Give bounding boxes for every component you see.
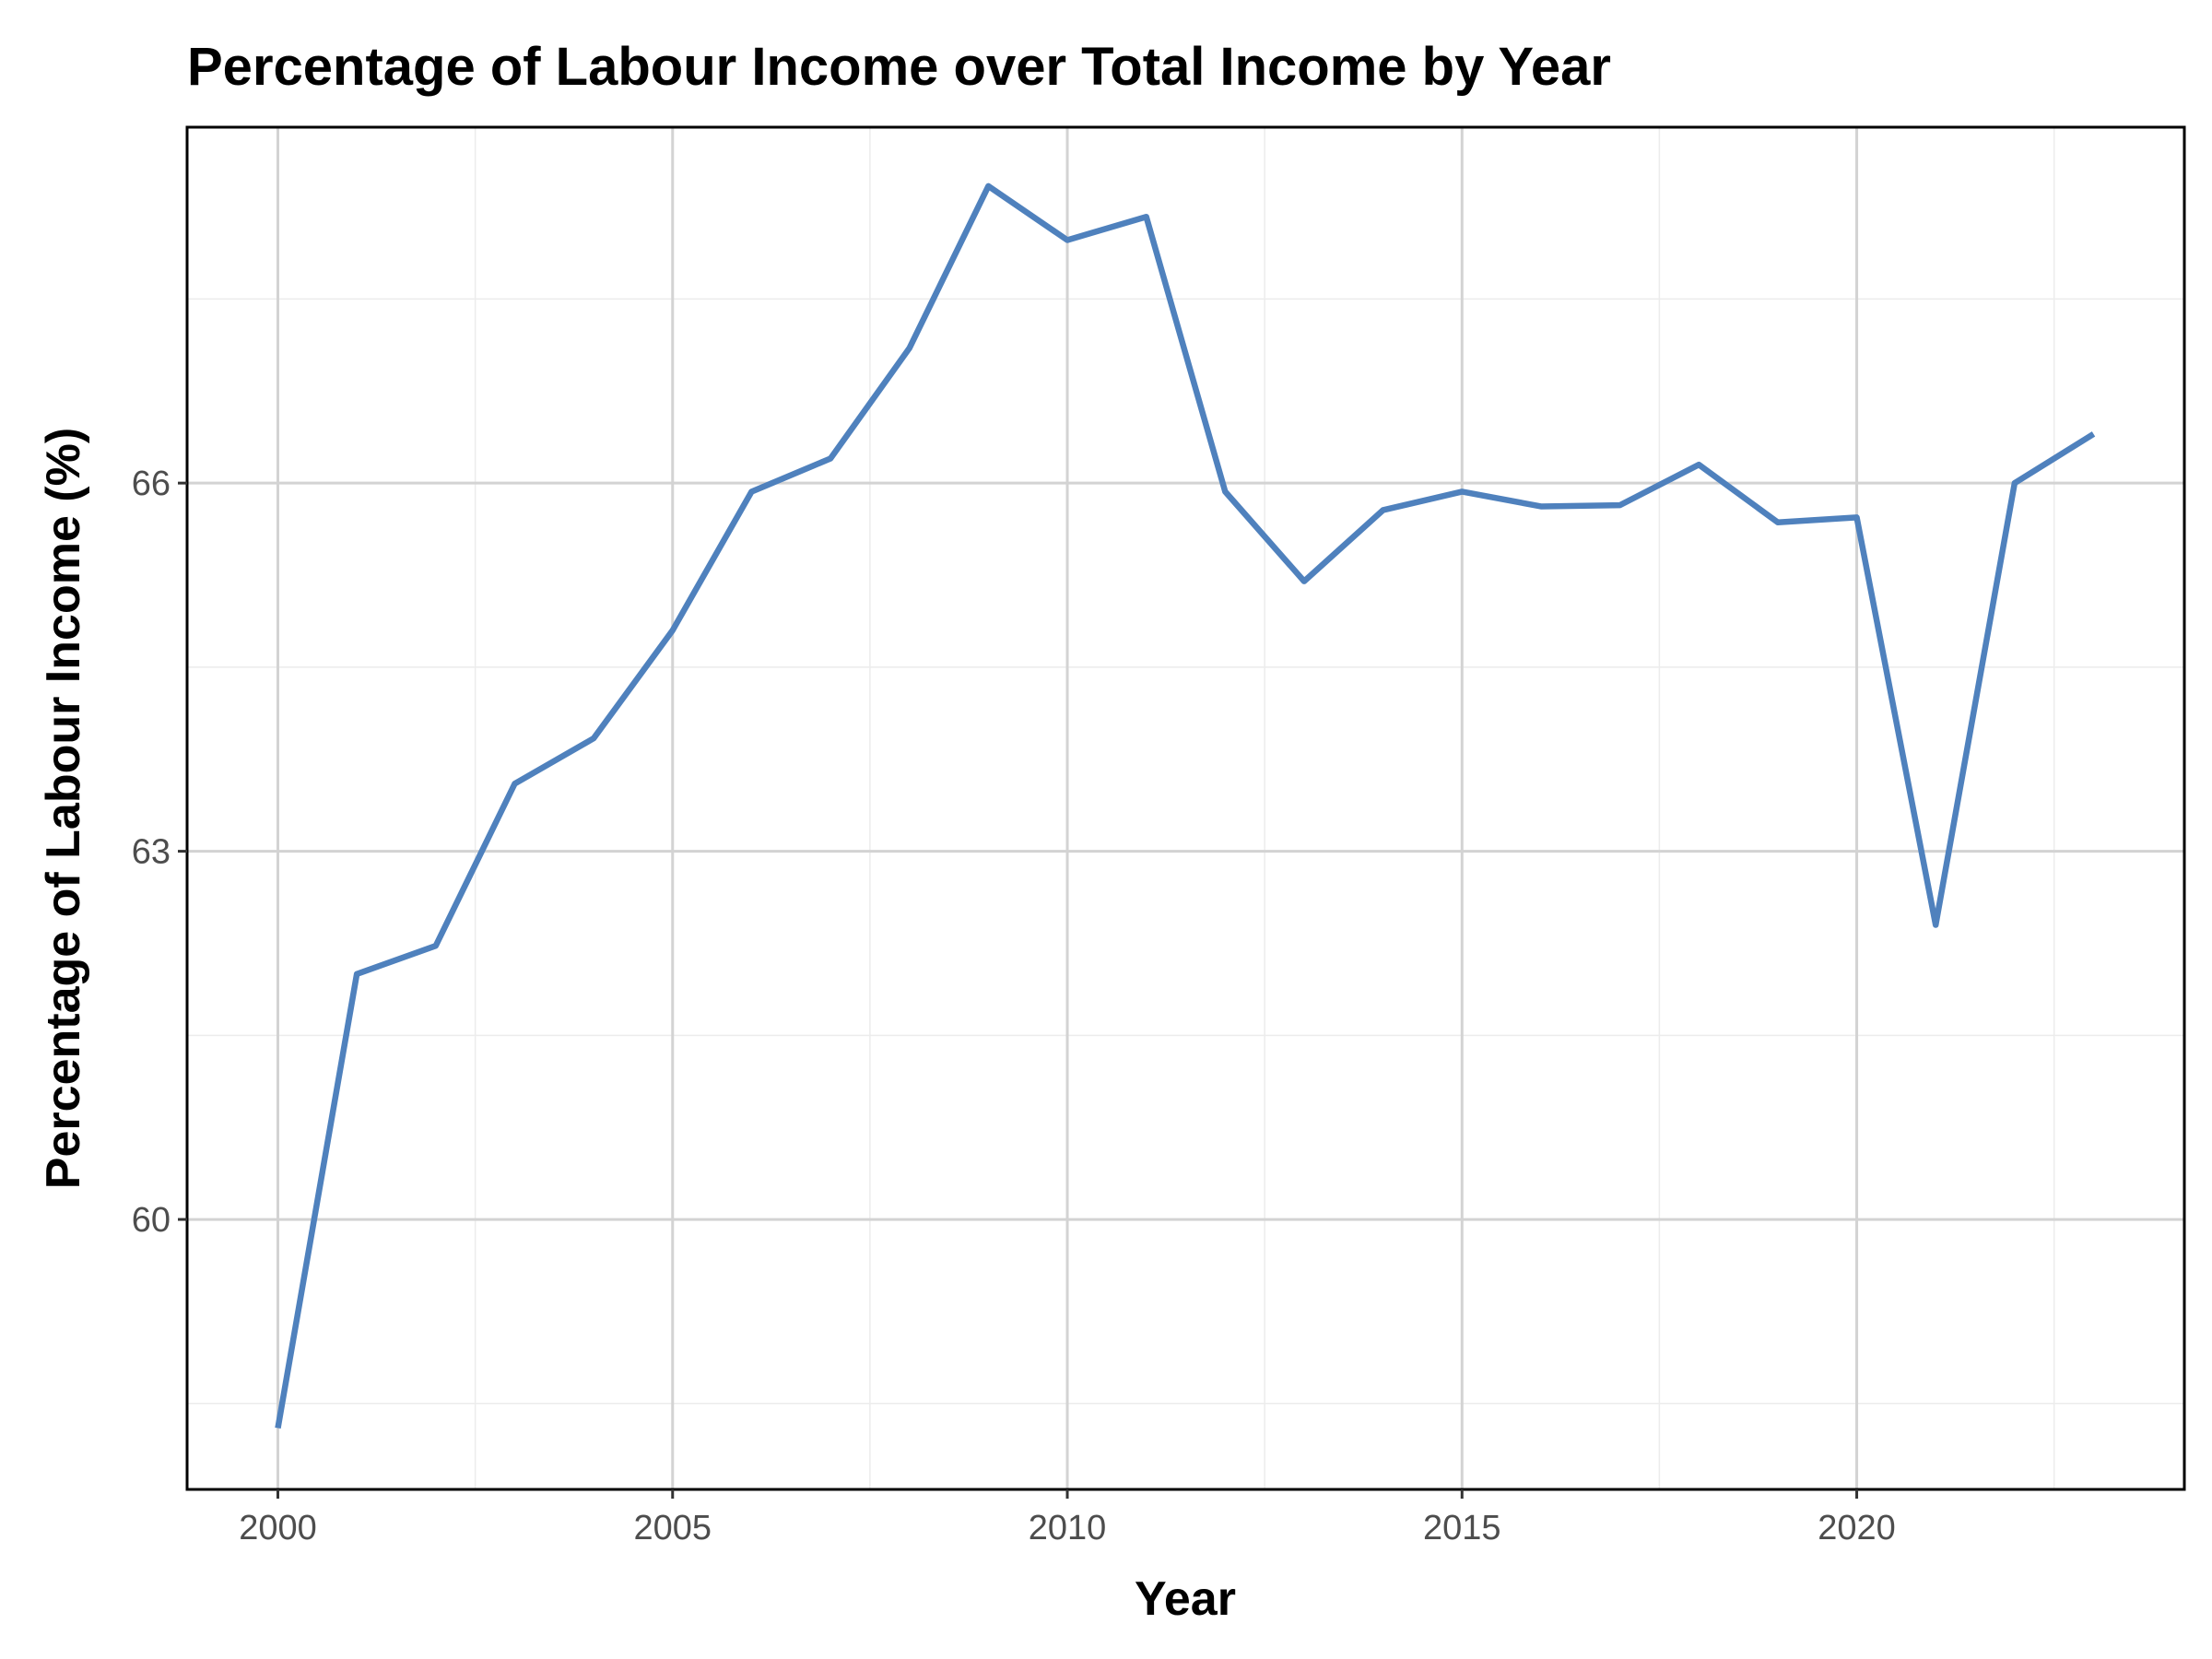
y-tick-label: 60 <box>132 1201 171 1240</box>
x-tick-label: 2005 <box>633 1509 712 1547</box>
minor-gridlines <box>187 127 2184 1489</box>
plot-panel-border <box>185 125 2186 1491</box>
x-tick-label: 2015 <box>1423 1509 1501 1547</box>
y-axis-ticks: 60 63 66 <box>132 465 187 1240</box>
x-axis-title: Year <box>1135 1572 1236 1626</box>
series-layer <box>275 182 2096 1429</box>
x-tick-label: 2010 <box>1029 1509 1107 1547</box>
y-tick-label: 66 <box>132 465 171 503</box>
series-line <box>275 182 2096 1429</box>
chart-title: Percentage of Labour Income over Total I… <box>187 37 1611 97</box>
x-tick-label: 2000 <box>239 1509 317 1547</box>
y-axis-title: Percentage of Labour Income (%) <box>37 428 90 1189</box>
y-tick-label: 63 <box>132 833 171 872</box>
x-axis-ticks: 2000 2005 2010 2015 2020 <box>239 1489 1896 1547</box>
x-tick-label: 2020 <box>1818 1509 1896 1547</box>
plot-panel-background <box>187 127 2184 1489</box>
major-gridlines <box>187 127 2184 1489</box>
